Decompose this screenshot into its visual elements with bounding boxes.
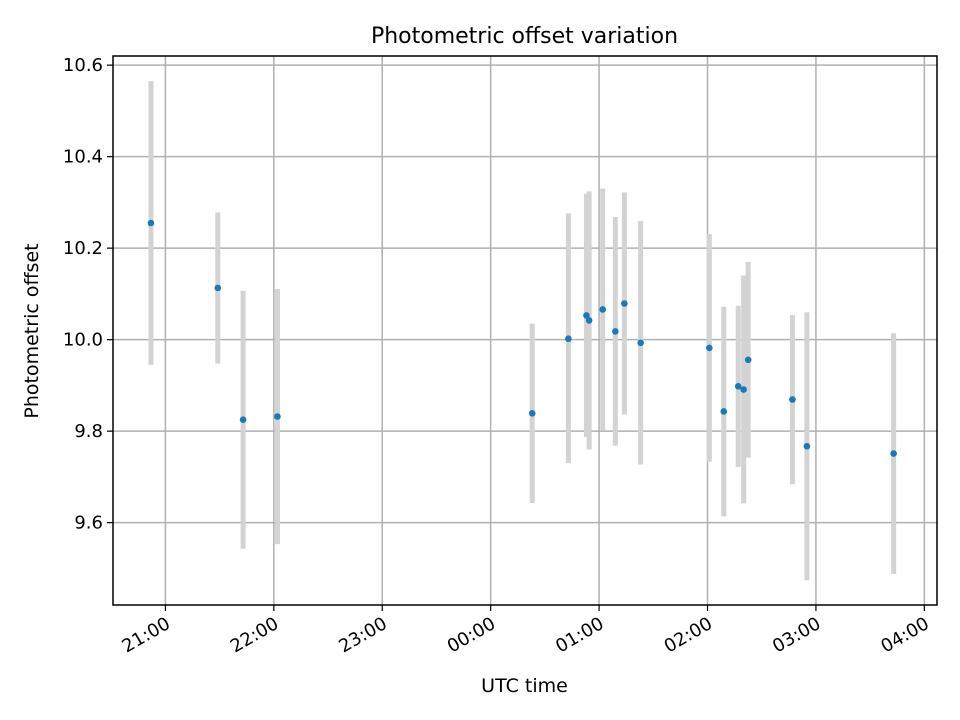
x-tick-label: 01:00 [552,613,607,657]
y-tick-label: 10.2 [63,238,103,259]
y-tick-label: 9.8 [74,421,103,442]
y-tick-label: 10.0 [63,330,103,351]
x-tick-label: 04:00 [877,613,932,657]
x-tick-label: 23:00 [335,613,390,657]
data-point [239,416,247,424]
x-tick-label: 00:00 [444,613,499,657]
data-point [890,450,897,457]
data-point [621,300,628,307]
data-point [803,442,811,450]
chart-title: Photometric offset variation [371,24,678,49]
y-axis-label: Photometric offset [21,243,43,418]
data-point [637,339,644,347]
markers [147,219,897,457]
data-point [528,410,536,417]
data-point [599,306,607,313]
data-point [585,317,593,324]
x-tick-label: 22:00 [227,613,282,657]
data-point [740,386,747,393]
data-point [274,413,281,420]
x-tick-label: 03:00 [769,613,824,657]
data-point [565,335,572,343]
data-point [706,344,713,352]
x-tick-label: 21:00 [118,613,173,657]
x-axis: 21:00 22:00 23:00 00:00 01:00 02:00 03:00 04:00 [118,605,933,657]
y-axis: 9.6 9.8 10.0 10.2 10.4 10.6 [63,55,113,534]
y-tick-label: 9.6 [74,513,103,534]
x-tick-label: 02:00 [661,613,716,657]
data-point [214,284,222,292]
data-point [583,312,590,319]
data-point [147,219,155,227]
y-tick-label: 10.4 [63,147,103,168]
data-point [734,383,742,390]
data-point [720,408,728,415]
y-tick-label: 10.6 [63,55,103,76]
data-point [744,356,752,364]
grid [113,56,937,605]
plot-frame [112,55,938,606]
data-point [789,396,796,403]
data-point [612,328,619,335]
x-axis-label: UTC time [481,675,568,697]
